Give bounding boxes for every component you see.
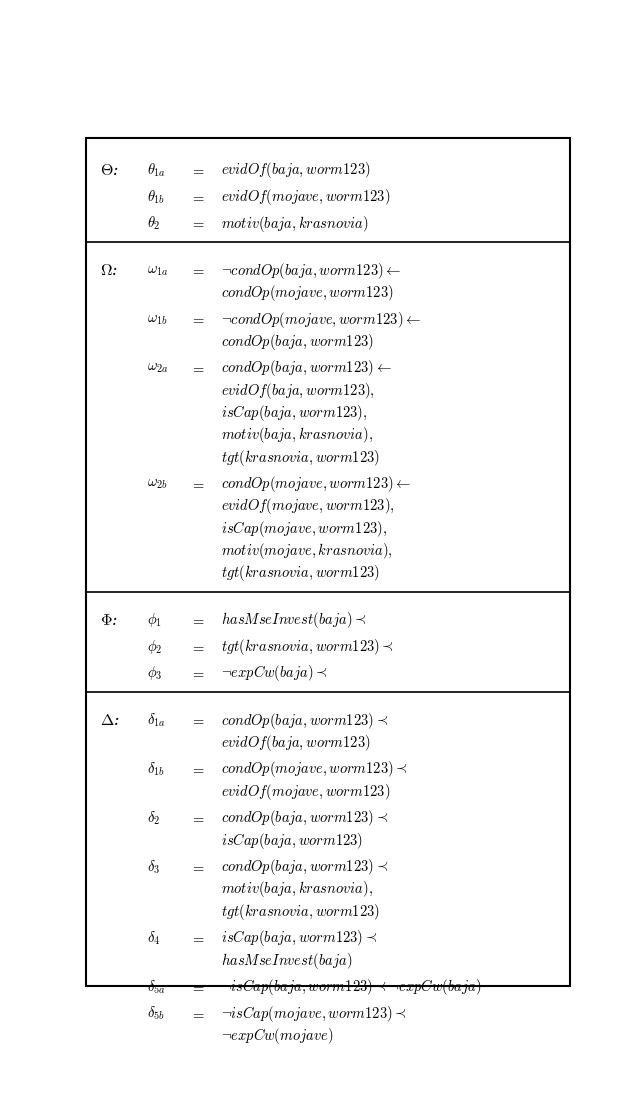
Text: $\delta_{1a}$: $\delta_{1a}$ — [147, 712, 166, 729]
Text: $\delta_{5b}$: $\delta_{5b}$ — [147, 1005, 165, 1023]
Text: $hasMseInvest(baja)$: $hasMseInvest(baja)$ — [221, 951, 353, 971]
Text: $\omega_{1a}$: $\omega_{1a}$ — [147, 264, 168, 277]
Text: $=$: $=$ — [190, 762, 205, 777]
Text: $evidOf(mojave, worm123)$: $evidOf(mojave, worm123)$ — [221, 781, 390, 801]
Text: $\delta_{1b}$: $\delta_{1b}$ — [147, 760, 165, 778]
Text: $evidOf(baja, worm123),$: $evidOf(baja, worm123),$ — [221, 381, 375, 401]
Text: $hasMseInvest(baja) \prec$: $hasMseInvest(baja) \prec$ — [221, 610, 367, 630]
Text: $\Omega$:: $\Omega$: — [100, 263, 118, 279]
Text: $condOp(baja, worm123)$: $condOp(baja, worm123)$ — [221, 332, 374, 352]
Text: $=$: $=$ — [190, 713, 205, 728]
Text: $evidOf(mojave, worm123),$: $evidOf(mojave, worm123),$ — [221, 496, 395, 516]
Text: $\phi_{1}$: $\phi_{1}$ — [147, 611, 162, 629]
Text: $\delta_{4}$: $\delta_{4}$ — [147, 929, 160, 947]
Text: $tgt(krasnovia, worm123)$: $tgt(krasnovia, worm123)$ — [221, 563, 380, 583]
Text: $=$: $=$ — [190, 860, 205, 874]
Text: $motiv(mojave, krasnovia),$: $motiv(mojave, krasnovia),$ — [221, 541, 393, 561]
Text: $motiv(baja, krasnovia),$: $motiv(baja, krasnovia),$ — [221, 879, 373, 899]
Text: $isCap(baja, worm123) \prec$: $isCap(baja, worm123) \prec$ — [221, 928, 378, 948]
Text: $isCap(baja, worm123),$: $isCap(baja, worm123),$ — [221, 403, 368, 423]
FancyBboxPatch shape — [86, 138, 570, 986]
Text: $condOp(baja, worm123) \prec$: $condOp(baja, worm123) \prec$ — [221, 808, 388, 828]
Text: $\neg expCw(baja) \prec$: $\neg expCw(baja) \prec$ — [221, 663, 328, 683]
Text: $condOp(baja, worm123) \leftarrow$: $condOp(baja, worm123) \leftarrow$ — [221, 358, 392, 378]
Text: $=$: $=$ — [190, 1007, 205, 1021]
Text: $\Phi$:: $\Phi$: — [100, 612, 118, 629]
Text: $tgt(krasnovia, worm123) \prec$: $tgt(krasnovia, worm123) \prec$ — [221, 637, 394, 657]
Text: $\delta_{2}$: $\delta_{2}$ — [147, 809, 160, 827]
Text: $condOp(baja, worm123) \prec$: $condOp(baja, worm123) \prec$ — [221, 857, 388, 877]
Text: $\neg isCap(baja, worm123) \prec \neg expCw(baja)$: $\neg isCap(baja, worm123) \prec \neg ex… — [221, 977, 482, 997]
Text: $evidOf(baja, worm123)$: $evidOf(baja, worm123)$ — [221, 160, 371, 180]
Text: $\neg condOp(mojave, worm123) \leftarrow$: $\neg condOp(mojave, worm123) \leftarrow… — [221, 309, 422, 329]
Text: $motiv(baja, krasnovia)$: $motiv(baja, krasnovia)$ — [221, 214, 369, 234]
Text: $evidOf(baja, worm123)$: $evidOf(baja, worm123)$ — [221, 732, 371, 752]
Text: $=$: $=$ — [190, 264, 205, 277]
Text: $\phi_{2}$: $\phi_{2}$ — [147, 638, 163, 656]
Text: $=$: $=$ — [190, 477, 205, 491]
Text: $condOp(mojave, worm123) \leftarrow$: $condOp(mojave, worm123) \leftarrow$ — [221, 474, 412, 494]
Text: $\omega_{2a}$: $\omega_{2a}$ — [147, 362, 168, 375]
Text: $=$: $=$ — [190, 164, 205, 177]
Text: $tgt(krasnovia, worm123)$: $tgt(krasnovia, worm123)$ — [221, 902, 380, 922]
Text: $=$: $=$ — [190, 981, 205, 994]
Text: $tgt(krasnovia, worm123)$: $tgt(krasnovia, worm123)$ — [221, 447, 380, 467]
Text: $evidOf(mojave, worm123)$: $evidOf(mojave, worm123)$ — [221, 187, 390, 207]
Text: $=$: $=$ — [190, 313, 205, 326]
Text: $condOp(mojave, worm123)$: $condOp(mojave, worm123)$ — [221, 283, 394, 303]
Text: $=$: $=$ — [190, 811, 205, 826]
Text: $=$: $=$ — [190, 932, 205, 945]
Text: $\theta_{1a}$: $\theta_{1a}$ — [147, 161, 166, 179]
Text: $\Delta$:: $\Delta$: — [100, 712, 120, 729]
Text: $\theta_{1b}$: $\theta_{1b}$ — [147, 188, 165, 206]
Text: $=$: $=$ — [190, 667, 205, 680]
Text: $\neg isCap(mojave, worm123) \prec$: $\neg isCap(mojave, worm123) \prec$ — [221, 1004, 407, 1024]
Text: $\delta_{5a}$: $\delta_{5a}$ — [147, 978, 166, 996]
Text: $condOp(baja, worm123) \prec$: $condOp(baja, worm123) \prec$ — [221, 710, 388, 730]
Text: $\omega_{1b}$: $\omega_{1b}$ — [147, 313, 168, 326]
Text: $\omega_{2b}$: $\omega_{2b}$ — [147, 477, 168, 491]
Text: $\theta_{2}$: $\theta_{2}$ — [147, 215, 161, 233]
Text: $\neg condOp(baja, worm123) \leftarrow$: $\neg condOp(baja, worm123) \leftarrow$ — [221, 260, 402, 280]
Text: $motiv(baja, krasnovia),$: $motiv(baja, krasnovia),$ — [221, 425, 373, 445]
Text: $=$: $=$ — [190, 613, 205, 628]
Text: $condOp(mojave, worm123) \prec$: $condOp(mojave, worm123) \prec$ — [221, 759, 408, 779]
Text: $=$: $=$ — [190, 217, 205, 230]
Text: $\phi_{3}$: $\phi_{3}$ — [147, 664, 163, 682]
Text: $isCap(baja, worm123)$: $isCap(baja, worm123)$ — [221, 830, 364, 850]
Text: $=$: $=$ — [190, 362, 205, 375]
Text: $\delta_{3}$: $\delta_{3}$ — [147, 858, 160, 876]
Text: $isCap(mojave, worm123),$: $isCap(mojave, worm123),$ — [221, 519, 388, 539]
Text: $\Theta$:: $\Theta$: — [100, 161, 118, 179]
Text: $=$: $=$ — [190, 640, 205, 654]
Text: $\neg expCw(mojave)$: $\neg expCw(mojave)$ — [221, 1026, 333, 1046]
Text: $=$: $=$ — [190, 190, 205, 204]
